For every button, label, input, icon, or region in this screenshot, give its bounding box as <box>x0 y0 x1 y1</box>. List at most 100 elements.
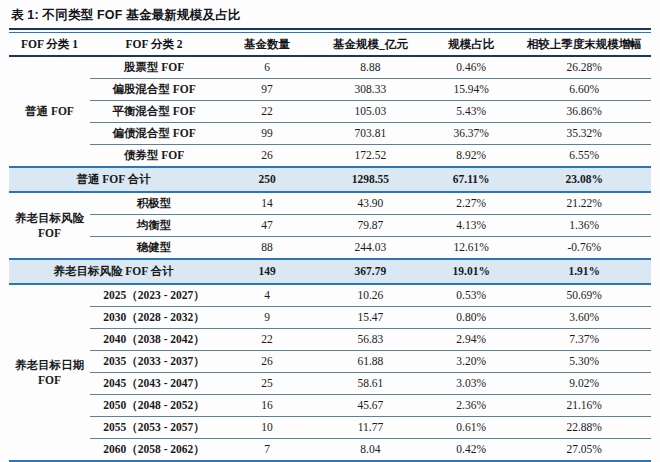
table-row: 偏债混合型 FOF99703.8136.37%35.32% <box>9 123 651 145</box>
cell-qoq: 5.30% <box>517 351 651 373</box>
cell-count: 14 <box>218 192 316 215</box>
total-cell-count: 250 <box>218 167 316 192</box>
cell-scale: 43.90 <box>316 192 425 215</box>
cell-share: 0.53% <box>425 284 517 307</box>
total-cell-qoq: 1.91% <box>517 259 651 284</box>
cell-qoq: 50.69% <box>517 284 651 307</box>
table-row: 2030（2028 - 2032）915.470.80%3.60% <box>9 307 651 329</box>
cell-share: 0.42% <box>425 439 517 462</box>
column-header-4: 规模占比 <box>425 33 517 56</box>
group-total-label: 普通 FOF 合计 <box>9 167 218 192</box>
category-cell-2: 养老目标日期FOF <box>9 284 90 461</box>
cell-count: 26 <box>218 351 316 373</box>
total-cell-share: 19.01% <box>425 259 517 284</box>
cell-share: 15.94% <box>425 79 517 101</box>
table-header: FOF 分类 1FOF 分类 2基金数量基金规模_亿元规模占比相较上季度末规模增… <box>9 33 651 56</box>
cell-scale: 244.03 <box>316 237 425 260</box>
category-cell-0: 普通 FOF <box>9 56 90 167</box>
cell-scale: 8.04 <box>316 439 425 462</box>
cell-count: 88 <box>218 237 316 260</box>
cell-qoq: 21.16% <box>517 395 651 417</box>
table-row: 均衡型4779.874.13%1.36% <box>9 215 651 237</box>
cell-scale: 308.33 <box>316 79 425 101</box>
cell-scale: 58.61 <box>316 373 425 395</box>
subtype-label: 股票型 FOF <box>90 56 218 79</box>
cell-qoq: 6.55% <box>517 145 651 168</box>
cell-scale: 11.77 <box>316 417 425 439</box>
cell-share: 2.94% <box>425 329 517 351</box>
cell-qoq: 9.02% <box>517 373 651 395</box>
cell-count: 16 <box>218 395 316 417</box>
cell-qoq: 27.05% <box>517 439 651 462</box>
column-header-1: FOF 分类 2 <box>90 33 218 56</box>
cell-count: 47 <box>218 215 316 237</box>
cell-scale: 45.67 <box>316 395 425 417</box>
total-cell-scale: 1298.55 <box>316 167 425 192</box>
cell-count: 97 <box>218 79 316 101</box>
column-header-0: FOF 分类 1 <box>9 33 90 56</box>
cell-qoq: 6.60% <box>517 79 651 101</box>
table-row: 稳健型88244.0312.61%-0.76% <box>9 237 651 260</box>
table-row: 2040（2038 - 2042）2256.832.94%7.37% <box>9 329 651 351</box>
cell-qoq: -0.76% <box>517 237 651 260</box>
cell-share: 12.61% <box>425 237 517 260</box>
cell-share: 3.03% <box>425 373 517 395</box>
table-row: 偏股混合型 FOF97308.3315.94%6.60% <box>9 79 651 101</box>
total-cell-share: 67.11% <box>425 167 517 192</box>
cell-share: 2.27% <box>425 192 517 215</box>
subtype-label: 偏股混合型 FOF <box>90 79 218 101</box>
subtype-label: 稳健型 <box>90 237 218 260</box>
subtype-label: 2030（2028 - 2032） <box>90 307 218 329</box>
header-row: FOF 分类 1FOF 分类 2基金数量基金规模_亿元规模占比相较上季度末规模增… <box>9 33 651 56</box>
cell-scale: 8.88 <box>316 56 425 79</box>
cell-share: 0.61% <box>425 417 517 439</box>
cell-qoq: 21.22% <box>517 192 651 215</box>
table-row: 平衡混合型 FOF22105.035.43%36.86% <box>9 101 651 123</box>
cell-share: 2.36% <box>425 395 517 417</box>
report-table-figure: 表 1: 不同类型 FOF 基金最新规模及占比 FOF 分类 1FOF 分类 2… <box>0 0 660 462</box>
cell-share: 5.43% <box>425 101 517 123</box>
cell-share: 8.92% <box>425 145 517 168</box>
column-header-2: 基金数量 <box>218 33 316 56</box>
cell-count: 22 <box>218 329 316 351</box>
cell-count: 7 <box>218 439 316 462</box>
column-header-3: 基金规模_亿元 <box>316 33 425 56</box>
subtype-label: 2050（2048 - 2052） <box>90 395 218 417</box>
cell-scale: 172.52 <box>316 145 425 168</box>
cell-count: 25 <box>218 373 316 395</box>
cell-scale: 703.81 <box>316 123 425 145</box>
subtype-label: 债券型 FOF <box>90 145 218 168</box>
cell-qoq: 22.88% <box>517 417 651 439</box>
table-title: 表 1: 不同类型 FOF 基金最新规模及占比 <box>9 5 651 28</box>
cell-qoq: 35.32% <box>517 123 651 145</box>
cell-scale: 105.03 <box>316 101 425 123</box>
table-row: 普通 FOF股票型 FOF68.880.46%26.28% <box>9 56 651 79</box>
subtype-label: 2060（2058 - 2062） <box>90 439 218 462</box>
cell-scale: 61.88 <box>316 351 425 373</box>
subtype-label: 2045（2043 - 2047） <box>90 373 218 395</box>
cell-share: 0.46% <box>425 56 517 79</box>
subtype-label: 2025（2023 - 2027） <box>90 284 218 307</box>
subtype-label: 平衡混合型 FOF <box>90 101 218 123</box>
table-row: 债券型 FOF26172.528.92%6.55% <box>9 145 651 168</box>
cell-count: 22 <box>218 101 316 123</box>
table-row: 2060（2058 - 2062）78.040.42%27.05% <box>9 439 651 462</box>
table-row: 2050（2048 - 2052）1645.672.36%21.16% <box>9 395 651 417</box>
group-total-label: 养老目标风险 FOF 合计 <box>9 259 218 284</box>
cell-count: 4 <box>218 284 316 307</box>
subtype-label: 2035（2033 - 2037） <box>90 351 218 373</box>
table-row: 2045（2043 - 2047）2558.613.03%9.02% <box>9 373 651 395</box>
column-header-5: 相较上季度末规模增幅 <box>517 33 651 56</box>
table-row: 2055（2053 - 2057）1011.770.61%22.88% <box>9 417 651 439</box>
cell-count: 10 <box>218 417 316 439</box>
table-row: 2035（2033 - 2037）2661.883.20%5.30% <box>9 351 651 373</box>
group-total-row: 养老目标风险 FOF 合计149367.7919.01%1.91% <box>9 259 651 284</box>
cell-qoq: 1.36% <box>517 215 651 237</box>
cell-share: 36.37% <box>425 123 517 145</box>
category-cell-1: 养老目标风险FOF <box>9 192 90 259</box>
cell-scale: 79.87 <box>316 215 425 237</box>
subtype-label: 均衡型 <box>90 215 218 237</box>
cell-share: 0.80% <box>425 307 517 329</box>
total-cell-scale: 367.79 <box>316 259 425 284</box>
cell-count: 99 <box>218 123 316 145</box>
